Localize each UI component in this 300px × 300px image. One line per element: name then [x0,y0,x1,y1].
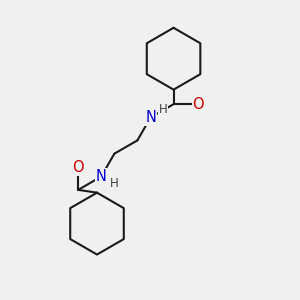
Text: O: O [193,97,204,112]
Text: N: N [145,110,156,125]
Text: O: O [72,160,84,175]
Text: H: H [159,103,167,116]
Text: H: H [110,177,119,190]
Text: N: N [96,169,106,184]
